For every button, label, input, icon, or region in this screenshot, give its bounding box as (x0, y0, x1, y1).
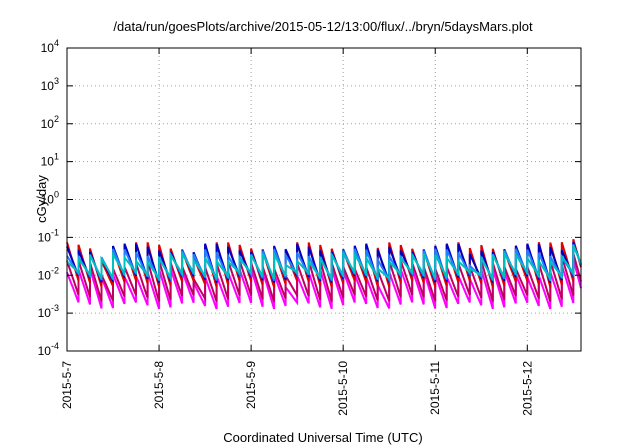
chart-title: /data/run/goesPlots/archive/2015-05-12/1… (113, 19, 533, 34)
y-tick-label: 103 (41, 76, 59, 93)
x-tick-label: 2015-5-10 (336, 361, 350, 416)
series-line (66, 258, 582, 310)
x-tick-label: 2015-5-12 (520, 361, 534, 416)
x-tick-label: 2015-5-7 (60, 361, 74, 409)
y-axis-ticks: 10-4 10-3 10-2 10-1 100 101 102 103 104 (38, 38, 581, 358)
x-tick-label: 2015-5-9 (244, 361, 258, 409)
y-tick-label: 10-3 (38, 303, 59, 320)
y-tick-label: 101 (41, 152, 59, 169)
series-line (66, 252, 582, 303)
x-axis-ticks: 2015-5-7 2015-5-8 2015-5-9 2015-5-10 2015-5-… (60, 48, 534, 416)
y-tick-label: 104 (41, 38, 59, 55)
y-tick-label: 102 (41, 114, 59, 131)
y-tick-label: 100 (41, 190, 59, 207)
x-tick-label: 2015-5-11 (428, 361, 442, 415)
series-layer (66, 238, 582, 310)
y-tick-label: 10-1 (38, 227, 59, 244)
y-tick-label: 10-4 (38, 341, 59, 358)
x-tick-label: 2015-5-8 (152, 361, 166, 409)
y-axis-label: cGy/day (34, 175, 49, 223)
x-axis-label: Coordinated Universal Time (UTC) (223, 430, 422, 445)
series-line (66, 244, 582, 283)
y-tick-label: 10-2 (38, 265, 59, 282)
